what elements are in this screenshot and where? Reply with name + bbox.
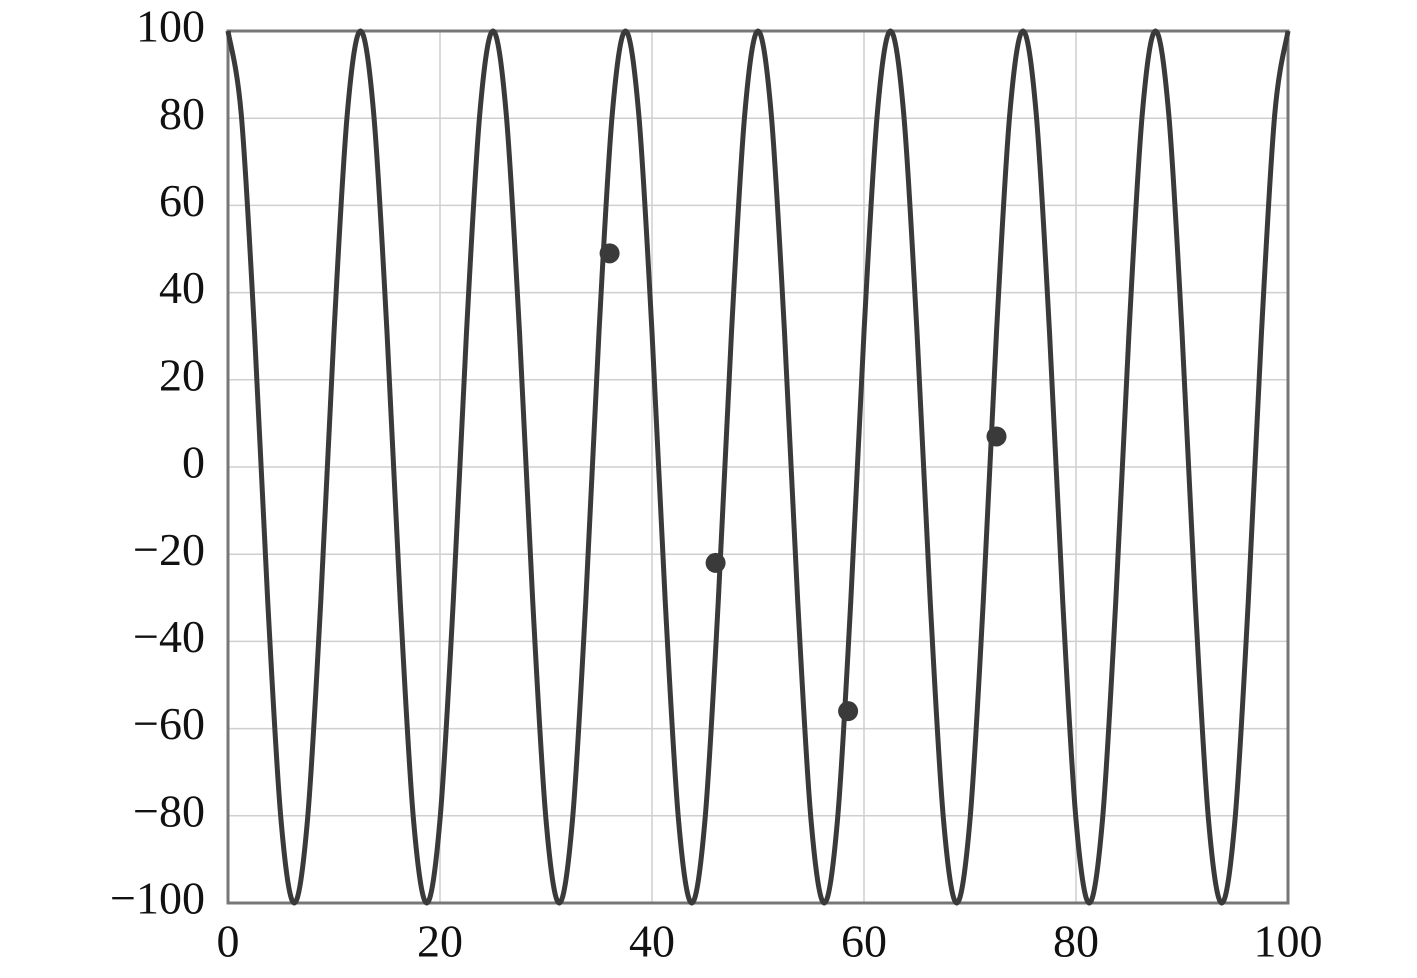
- point: [705, 552, 726, 573]
- y-tick-label: −40: [133, 611, 205, 662]
- line-series: [225, 28, 1291, 906]
- x-tick-label: 40: [629, 916, 675, 967]
- point: [986, 426, 1007, 447]
- y-tick-label: 0: [182, 437, 205, 488]
- y-tick-label: −20: [133, 524, 205, 575]
- point: [599, 243, 620, 264]
- y-tick-label: −60: [133, 698, 205, 749]
- y-tick-label: −100: [110, 873, 205, 924]
- y-tick-label: 20: [159, 349, 205, 400]
- y-tick-label: 60: [159, 175, 205, 226]
- point: [838, 701, 859, 722]
- y-tick-label: 80: [159, 88, 205, 139]
- x-tick-label: 0: [217, 916, 240, 967]
- x-tick-label: 60: [841, 916, 887, 967]
- y-tick-label: 100: [136, 1, 205, 52]
- x-tick-label: 80: [1053, 916, 1099, 967]
- x-tick-label: 100: [1254, 916, 1323, 967]
- x-tick-label: 20: [417, 916, 463, 967]
- y-tick-label: 40: [159, 262, 205, 313]
- y-tick-label: −80: [133, 785, 205, 836]
